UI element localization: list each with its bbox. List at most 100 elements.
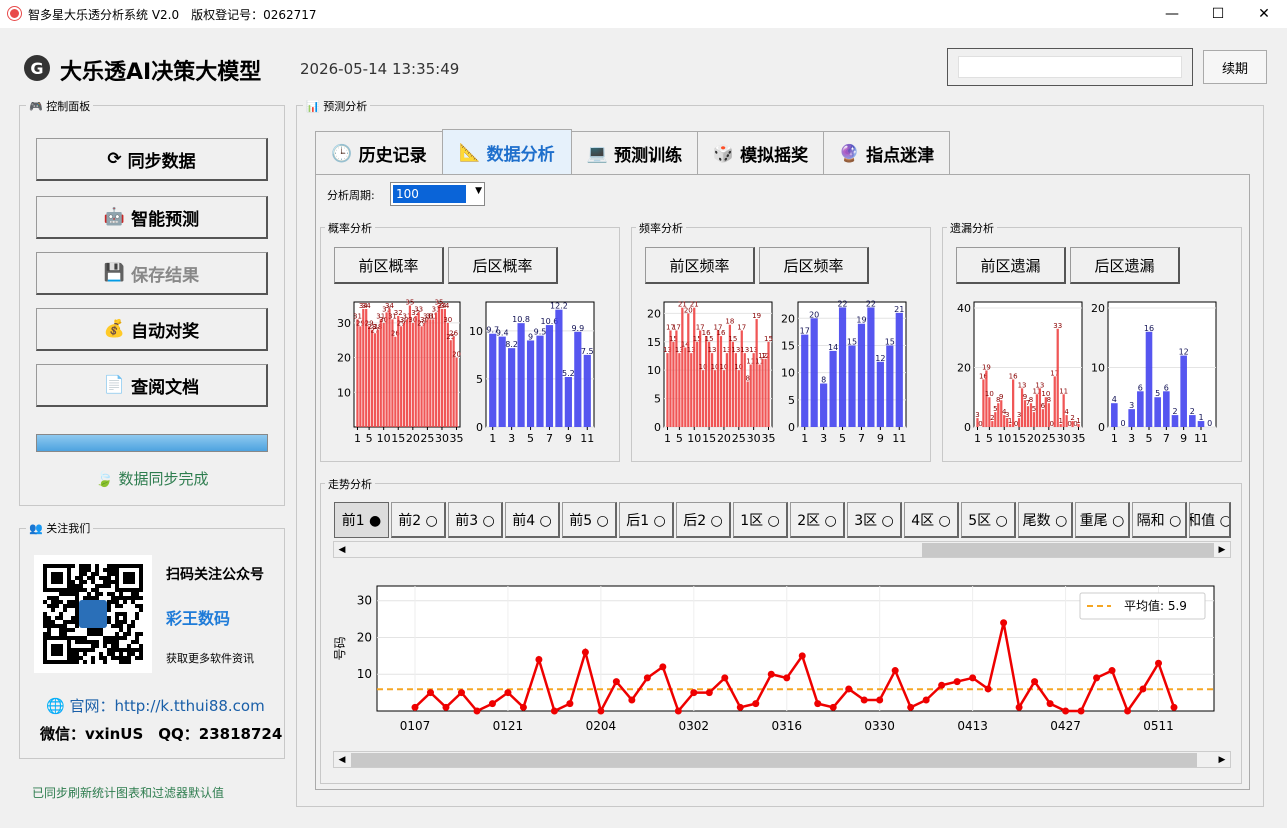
trend-tab[interactable]: 和值 ○ [1189, 502, 1231, 538]
scroll-left-icon[interactable]: ◀ [334, 752, 350, 767]
qr-module [47, 632, 51, 636]
back-freq-button[interactable]: 后区频率 [759, 247, 869, 284]
tab-data-analysis[interactable]: 📐 数据分析 [442, 129, 572, 175]
front-freq-button[interactable]: 前区频率 [645, 247, 755, 284]
smart-predict-button[interactable]: 🤖 智能预测 [36, 196, 268, 239]
bar [693, 307, 696, 427]
x-tick-label: 5 [839, 432, 846, 445]
data-point [612, 678, 620, 686]
trend-tab[interactable]: 前4 ○ [505, 502, 560, 538]
save-result-button[interactable]: 💾 保存结果 [36, 252, 268, 295]
bar-value-label: 2 [990, 414, 994, 422]
maximize-button[interactable]: ☐ [1211, 6, 1225, 22]
front-miss-button[interactable]: 前区遗漏 [956, 247, 1066, 284]
tab-guidance[interactable]: 🔮 指点迷津 [823, 131, 950, 175]
x-tick-label: 9 [1180, 432, 1187, 445]
qr-module [91, 656, 95, 660]
renew-button[interactable]: 续期 [1203, 50, 1267, 84]
bar [417, 312, 420, 427]
bar-value-label: 13 [1018, 381, 1027, 389]
bar [752, 353, 755, 427]
trend-chart-scrollbar[interactable]: ◀ ▶ [333, 751, 1231, 768]
trend-tab[interactable]: 后1 ○ [619, 502, 674, 538]
bar [687, 313, 690, 427]
period-select[interactable]: 100 ▼ [390, 182, 485, 206]
bar [678, 353, 681, 427]
title-bar: 智多星大乐透分析系统 V2.0 版权登记号：0262717 — ☐ ✕ [0, 0, 1287, 28]
contact-info: 微信：vxinUS QQ：23818724 [40, 725, 283, 743]
trend-tab[interactable]: 5区 ○ [961, 502, 1016, 538]
website-link[interactable]: 🌐 官网：http://k.tthui88.com [46, 697, 265, 715]
bar [1163, 391, 1170, 427]
qr-module [107, 616, 111, 620]
trend-tab[interactable]: 2区 ○ [790, 502, 845, 538]
bar-value-label: 34 [362, 302, 371, 310]
tab-training[interactable]: 💻 预测训练 [571, 131, 698, 175]
bar-value-label: 34 [438, 302, 447, 310]
x-tick-label: 0316 [771, 719, 802, 733]
qr-module [139, 596, 143, 600]
bar-value-label: 10 [719, 363, 728, 371]
qr-module [131, 620, 135, 624]
auto-check-button[interactable]: 💰 自动对奖 [36, 308, 268, 351]
trend-tab[interactable]: 前5 ○ [562, 502, 617, 538]
scroll-thumb[interactable] [351, 753, 1197, 767]
control-panel [19, 105, 285, 506]
tab-simulation[interactable]: 🎲 模拟摇奖 [697, 131, 824, 175]
qr-module [87, 576, 91, 580]
trend-tab[interactable]: 4区 ○ [904, 502, 959, 538]
qr-module [79, 656, 83, 660]
close-button[interactable]: ✕ [1258, 6, 1270, 22]
qr-module [59, 624, 63, 628]
bar [455, 357, 458, 427]
qr-module [131, 624, 135, 628]
license-input[interactable] [958, 56, 1182, 78]
qr-module [131, 592, 135, 596]
trend-tab[interactable]: 1区 ○ [733, 502, 788, 538]
bar-value-label: 31 [388, 312, 397, 320]
x-tick-label: 0121 [493, 719, 524, 733]
bar [400, 326, 403, 427]
trend-tab[interactable]: 后2 ○ [676, 502, 731, 538]
tab-history[interactable]: 🕒 历史记录 [315, 131, 443, 175]
fortune-icon: 🔮 [838, 143, 861, 164]
read-docs-button[interactable]: 📄 查阅文档 [36, 364, 268, 407]
qr-module [111, 624, 115, 628]
qr-module [95, 628, 99, 632]
qr-module [83, 636, 87, 640]
x-tick-label: 35 [762, 432, 776, 445]
scroll-thumb[interactable] [922, 543, 1214, 557]
bar [1145, 331, 1153, 427]
trend-tab[interactable]: 前2 ○ [391, 502, 446, 538]
bar [838, 307, 847, 427]
qr-module [115, 620, 119, 624]
back-miss-button[interactable]: 后区遗漏 [1070, 247, 1180, 284]
trend-tab[interactable]: 前1 ● [334, 502, 389, 538]
bar [526, 340, 535, 427]
qr-module [99, 584, 103, 588]
trend-tab[interactable]: 重尾 ○ [1075, 502, 1130, 538]
sync-data-button[interactable]: ⟳ 同步数据 [36, 138, 268, 181]
front-prob-button[interactable]: 前区概率 [334, 247, 444, 284]
trend-tab[interactable]: 尾数 ○ [1018, 502, 1073, 538]
trend-tab[interactable]: 隔和 ○ [1132, 502, 1187, 538]
trend-tab[interactable]: 3区 ○ [847, 502, 902, 538]
scroll-left-icon[interactable]: ◀ [334, 542, 350, 557]
trend-tabs-scrollbar[interactable]: ◀ ▶ [333, 541, 1231, 558]
bar-value-label: 13 [749, 346, 758, 354]
back-prob-button[interactable]: 后区概率 [448, 247, 558, 284]
qr-module [71, 656, 75, 660]
minimize-button[interactable]: — [1165, 6, 1179, 22]
trend-tab[interactable]: 前3 ○ [448, 502, 503, 538]
bar [764, 358, 767, 427]
data-point [860, 696, 868, 704]
qr-module [59, 628, 63, 632]
data-point [845, 685, 853, 693]
scroll-right-icon[interactable]: ▶ [1214, 542, 1230, 557]
bar [489, 333, 497, 427]
front-prob-chart: 1020303129343429282728313033343126322930… [337, 298, 464, 445]
scroll-right-icon[interactable]: ▶ [1214, 752, 1230, 767]
bar-value-label: 0 [1050, 420, 1054, 428]
bar-value-label: 5 [1032, 405, 1036, 413]
bar [669, 330, 672, 427]
